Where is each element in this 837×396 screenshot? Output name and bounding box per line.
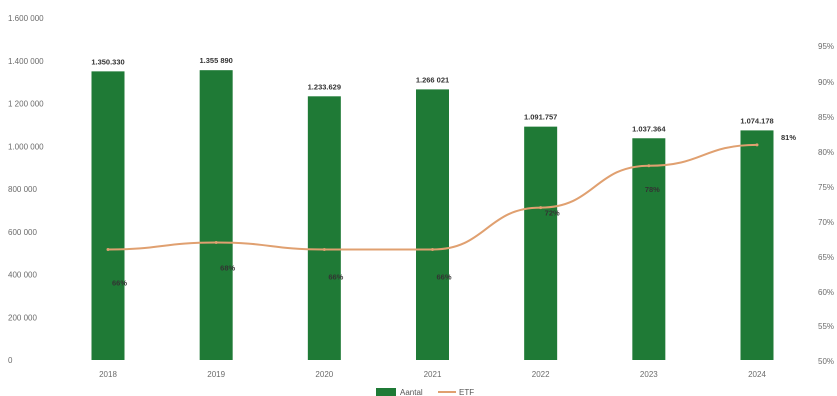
x-tick-label: 2021 [424,370,442,379]
x-tick-label: 2020 [315,370,333,379]
bar-aantal [199,70,233,360]
bar-value-label: 1.037.364 [632,124,666,133]
y-right-tick-label: 60% [818,288,834,297]
bar-aantal [632,138,666,360]
legend-label-aantal: Aantal [400,388,423,396]
x-tick-label: 2022 [532,370,550,379]
line-point-etf [322,247,326,251]
bar-aantal [91,71,125,360]
bar-value-label: 1.091.757 [524,113,557,122]
y-left-tick-label: 800 000 [8,185,37,194]
line-point-etf [431,247,434,251]
line-point-etf [214,240,218,244]
y-right-tick-label: 65% [818,253,834,262]
bar-value-label: 1.074.178 [740,116,773,125]
y-left-tick-label: 200 000 [8,313,37,322]
line-point-etf [755,143,759,147]
x-tick-label: 2023 [640,370,658,379]
y-right-tick-label: 85% [818,113,834,122]
y-left-tick-label: 1 200 000 [8,100,44,109]
bar-value-label: 1.355 890 [199,56,232,65]
y-left-tick-label: 400 000 [8,271,37,280]
x-tick-label: 2024 [748,370,766,379]
line-value-label: 81% [781,133,796,142]
y-right-tick-label: 50% [818,357,834,366]
y-right-tick-label: 90% [818,78,834,87]
line-point-etf [106,247,110,251]
bar-value-label: 1.350.330 [91,57,124,66]
line-point-etf [539,206,543,210]
y-left-tick-label: 0 [8,356,13,365]
y-left-tick-label: 1.400 000 [8,57,44,66]
y-left-tick-label: 1.000 000 [8,142,44,151]
bar-aantal [307,96,341,360]
line-point-etf [647,164,651,168]
bar-aantal [416,89,449,361]
y-right-tick-label: 75% [818,183,834,192]
legend-swatch-aantal [376,388,396,396]
bar-aantal [524,126,558,361]
x-tick-label: 2018 [99,370,117,379]
line-value-label: 72% [545,209,560,218]
x-tick-label: 2019 [207,370,225,379]
line-value-label: 78% [645,185,660,194]
bar-value-label: 1.233.629 [308,82,341,91]
line-value-label: 68% [220,263,235,272]
bar-value-label: 1.266 021 [416,75,449,84]
line-value-label: 66% [328,272,343,281]
y-right-tick-label: 70% [818,218,834,227]
bar-aantal [740,130,774,360]
y-right-tick-label: 80% [818,148,834,157]
legend-label-etf: ETF [459,388,474,396]
line-value-label: 66% [437,272,452,281]
line-value-label: 66% [112,278,127,287]
y-left-tick-label: 600 000 [8,228,37,237]
y-right-tick-label: 55% [818,322,834,331]
y-left-tick-label: 1.600 000 [8,14,44,23]
y-right-tick-label: 95% [818,42,834,51]
